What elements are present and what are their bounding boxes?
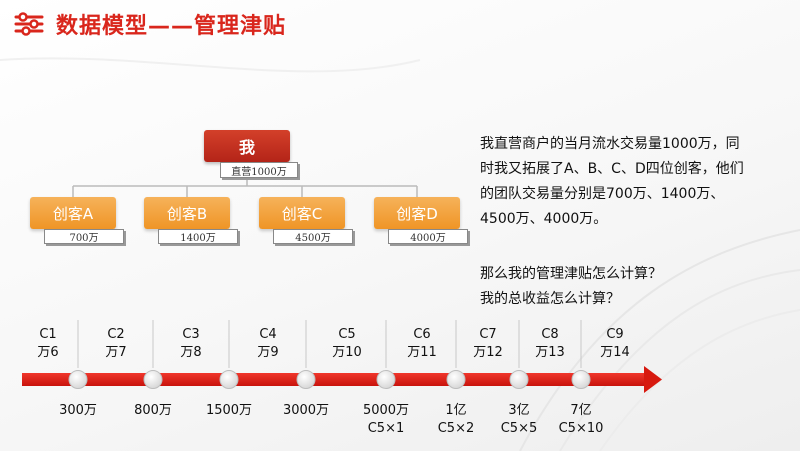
level-c4: C4 万9 — [246, 326, 290, 362]
question-line: 我的总收益怎么计算？ — [480, 291, 620, 307]
logo-icon — [14, 12, 44, 36]
threshold-amount: 300万 — [59, 403, 97, 418]
node-creator-d-volume: 4000万 — [388, 229, 468, 244]
level-code: C1 — [39, 327, 57, 342]
level-code: C3 — [182, 327, 200, 342]
timeline-arrow-head — [644, 366, 662, 393]
threshold-amount: 5000万 — [362, 403, 410, 418]
level-reward: 万7 — [105, 345, 127, 360]
level-code: C6 — [413, 327, 431, 342]
level-separators — [77, 320, 582, 368]
header: 数据模型——管理津贴 — [12, 4, 286, 44]
description-line: 的团队交易量分别是700万、1400万、 — [480, 186, 725, 202]
level-code: C8 — [541, 327, 559, 342]
questions: 那么我的管理津贴怎么计算？ 我的总收益怎么计算？ — [480, 262, 780, 312]
threshold-node — [571, 370, 591, 389]
node-me: 我 — [204, 130, 290, 162]
page-title: 数据模型——管理津贴 — [56, 14, 287, 39]
threshold-node — [143, 370, 163, 389]
threshold-node — [446, 370, 466, 389]
level-code: C2 — [107, 327, 125, 342]
threshold-amount: 3000万 — [282, 403, 330, 418]
threshold-note: C5×1 — [367, 421, 405, 436]
threshold-node — [68, 370, 88, 389]
node-creator-a: 创客A — [30, 197, 116, 229]
description-line: 时我又拓展了A、B、C、D四位创客，他们 — [480, 161, 744, 177]
level-reward: 万13 — [535, 345, 565, 360]
level-c7: C7 万12 — [466, 326, 510, 362]
level-reward: 万14 — [600, 345, 630, 360]
level-reward: 万6 — [37, 345, 59, 360]
node-creator-b: 创客B — [144, 197, 230, 229]
node-me-volume: 直营1000万 — [220, 162, 298, 178]
threshold-node — [376, 370, 396, 389]
threshold-note: C5×2 — [437, 421, 475, 436]
timeline-arrow-shaft — [22, 373, 646, 386]
threshold-amount: 3亿 — [508, 403, 530, 418]
node-creator-d: 创客D — [374, 197, 460, 229]
threshold-3yi: 3亿 C5×5 — [479, 402, 559, 438]
level-c1: C1 万6 — [26, 326, 70, 362]
level-c6: C6 万11 — [400, 326, 444, 362]
question-line: 那么我的管理津贴怎么计算？ — [480, 266, 662, 282]
node-creator-c-volume: 4500万 — [273, 229, 353, 244]
scenario-description: 我直营商户的当月流水交易量1000万，同 时我又拓展了A、B、C、D四位创客，他… — [480, 132, 780, 232]
threshold-7yi: 7亿 C5×10 — [541, 402, 621, 438]
threshold-note: C5×10 — [558, 421, 604, 436]
threshold-5000w: 5000万 C5×1 — [346, 402, 426, 438]
threshold-1500w: 1500万 — [189, 402, 269, 420]
threshold-300w: 300万 — [38, 402, 118, 420]
level-code: C5 — [338, 327, 356, 342]
level-reward: 万9 — [257, 345, 279, 360]
level-code: C4 — [259, 327, 277, 342]
level-reward: 万8 — [180, 345, 202, 360]
threshold-nodes — [68, 370, 591, 389]
level-c9: C9 万14 — [593, 326, 637, 362]
threshold-amount: 1500万 — [205, 403, 253, 418]
level-c8: C8 万13 — [528, 326, 572, 362]
level-code: C7 — [479, 327, 497, 342]
node-creator-a-volume: 700万 — [44, 229, 124, 244]
node-creator-c: 创客C — [259, 197, 345, 229]
level-reward: 万11 — [407, 345, 437, 360]
level-c3: C3 万8 — [169, 326, 213, 362]
level-reward: 万10 — [332, 345, 362, 360]
threshold-amount: 800万 — [134, 403, 172, 418]
threshold-3000w: 3000万 — [266, 402, 346, 420]
level-c5: C5 万10 — [325, 326, 369, 362]
node-creator-b-volume: 1400万 — [158, 229, 238, 244]
threshold-node — [219, 370, 239, 389]
description-line: 我直营商户的当月流水交易量1000万，同 — [480, 136, 740, 152]
threshold-1yi: 1亿 C5×2 — [416, 402, 496, 438]
threshold-amount: 7亿 — [570, 403, 592, 418]
threshold-node — [509, 370, 529, 389]
threshold-note: C5×5 — [500, 421, 538, 436]
description-line: 4500万、4000万。 — [480, 211, 608, 227]
level-c2: C2 万7 — [94, 326, 138, 362]
threshold-800w: 800万 — [113, 402, 193, 420]
threshold-node — [296, 370, 316, 389]
threshold-amount: 1亿 — [445, 403, 467, 418]
level-reward: 万12 — [473, 345, 503, 360]
level-code: C9 — [606, 327, 624, 342]
